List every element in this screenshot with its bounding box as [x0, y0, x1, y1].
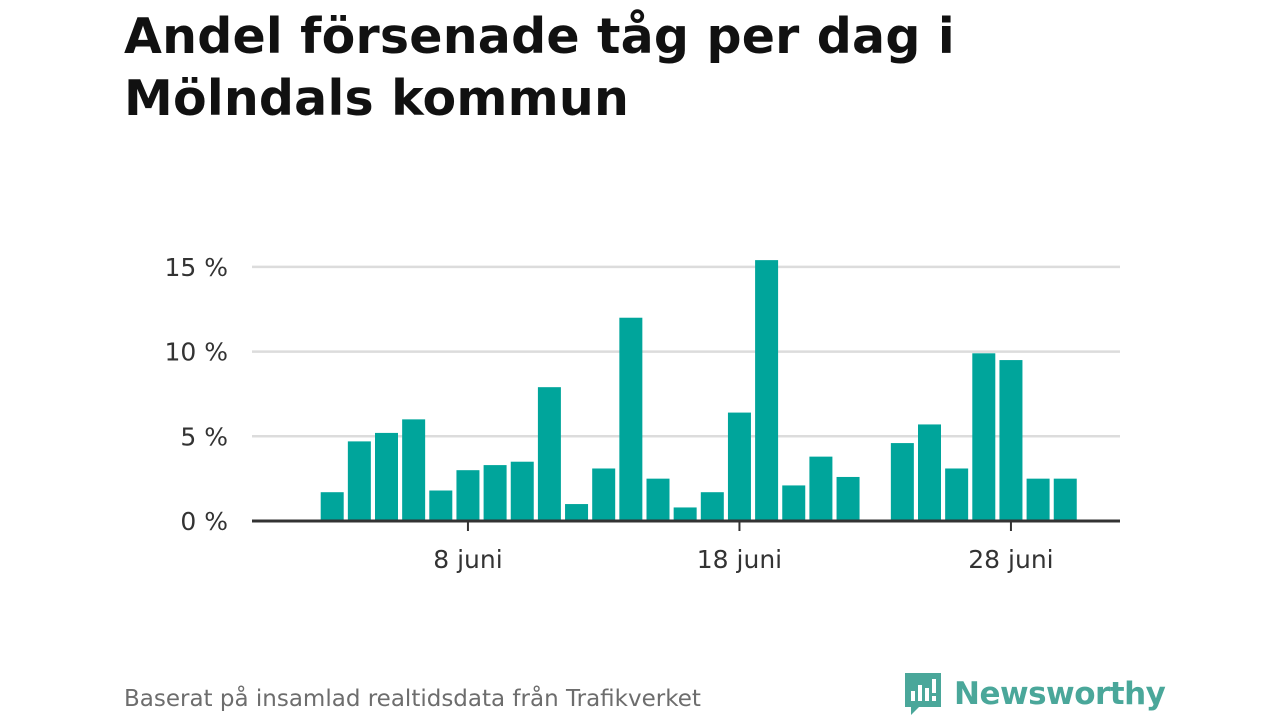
y-tick-label: 5 %	[180, 422, 228, 451]
bar	[646, 478, 670, 521]
chart-title: Andel försenade tåg per dag i Mölndals k…	[124, 8, 955, 127]
bar	[456, 470, 480, 521]
x-axis	[252, 519, 1120, 531]
bar	[592, 468, 616, 521]
bar-chart: 0 % 5 % 10 % 15 % 8 juni 18 juni 28 juni	[164, 253, 1120, 574]
y-tick-labels: 0 % 5 % 10 % 15 %	[164, 253, 228, 536]
bar	[673, 507, 697, 521]
x-tick-label: 8 juni	[433, 545, 502, 574]
bars	[320, 260, 1077, 521]
y-tick-label: 15 %	[164, 253, 228, 282]
bar	[347, 441, 371, 521]
newsworthy-logo-icon	[905, 673, 941, 715]
brand-name: Newsworthy	[954, 676, 1166, 712]
bar	[1026, 478, 1050, 521]
bar	[700, 492, 724, 521]
y-tick-label: 0 %	[180, 507, 228, 536]
bar	[483, 465, 507, 521]
bar	[1053, 478, 1077, 521]
y-tick-label: 10 %	[164, 338, 228, 367]
bar	[809, 456, 833, 521]
x-tick-labels: 8 juni 18 juni 28 juni	[433, 545, 1053, 574]
bar	[537, 387, 561, 521]
bar	[429, 490, 453, 521]
x-tick-label: 18 juni	[697, 545, 782, 574]
bar	[375, 432, 398, 521]
bar	[727, 412, 751, 521]
bar	[999, 360, 1023, 521]
bar	[972, 353, 996, 521]
source-note: Baserat på insamlad realtidsdata från Tr…	[124, 686, 701, 712]
bar	[945, 468, 969, 521]
brand-logo: Newsworthy	[902, 670, 1166, 718]
bar	[565, 504, 589, 521]
bar	[755, 260, 779, 521]
bar	[320, 492, 344, 521]
bar	[918, 424, 941, 521]
bar	[782, 485, 806, 521]
bar	[619, 317, 643, 521]
bar	[510, 461, 534, 521]
bar	[836, 476, 860, 521]
x-tick-label: 28 juni	[968, 545, 1053, 574]
bar	[402, 419, 426, 521]
bar	[890, 443, 914, 521]
